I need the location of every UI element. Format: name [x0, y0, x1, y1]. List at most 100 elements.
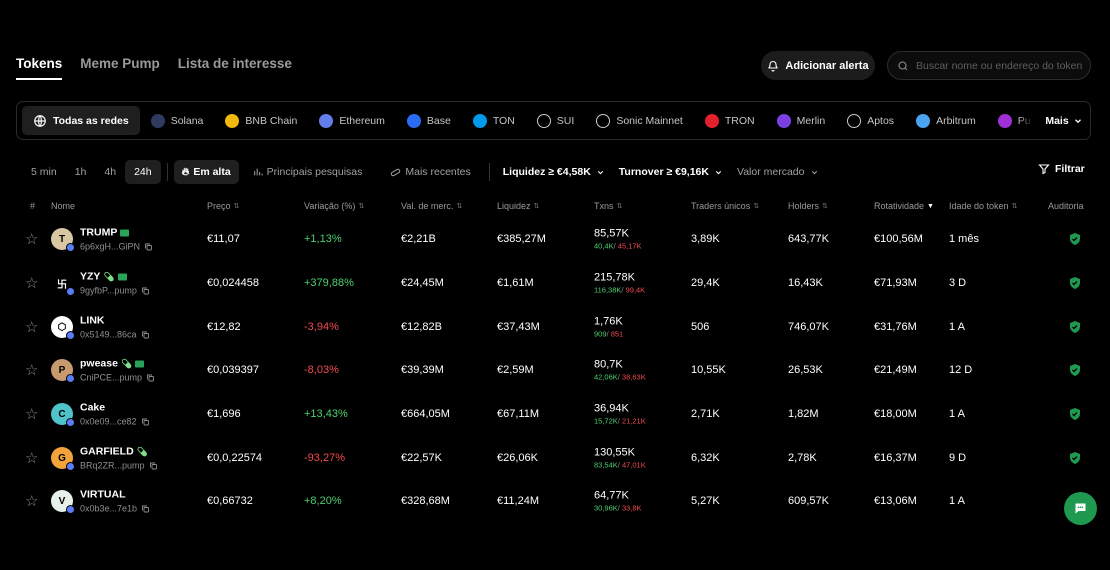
avatar-glyph: ⬡: [57, 321, 67, 333]
liquidity-cell: €11,24M: [497, 495, 539, 507]
token-name-cell: GARFIELD 💊︎ BRq2ZR...pump: [80, 446, 158, 471]
col-header-audit-label: Auditoria: [1048, 201, 1084, 211]
timeframe-5min[interactable]: 5 min: [31, 166, 57, 178]
copy-icon[interactable]: [141, 504, 150, 513]
col-header-liquidity[interactable]: Liquidez ⇅: [497, 201, 539, 211]
divider: [488, 163, 490, 181]
chain-badge-icon: [66, 505, 75, 514]
chat-button[interactable]: [1064, 492, 1097, 525]
col-header-txns[interactable]: Txns ⇅: [594, 201, 622, 211]
col-header-name: Nome: [51, 201, 75, 211]
price-cell: €0,039397: [207, 364, 259, 376]
network-pu[interactable]: Pu: [987, 106, 1042, 135]
copy-icon[interactable]: [149, 461, 158, 470]
network-base[interactable]: Base: [396, 106, 462, 135]
network-filter-bar: Todas as redes Solana BNB Chain Ethereum Bas…: [16, 101, 1091, 140]
add-alert-button[interactable]: Adicionar alerta: [761, 51, 875, 80]
col-header-mcap[interactable]: Val. de merc. ⇅: [401, 201, 462, 211]
col-header-holders[interactable]: Holders ⇅: [788, 201, 828, 211]
col-header-change[interactable]: Variação (%) ⇅: [304, 201, 364, 211]
network-merlin[interactable]: Merlin: [766, 106, 837, 135]
timeframe-1h[interactable]: 1h: [74, 166, 87, 178]
col-header-turnover[interactable]: Rotatividade ▼: [874, 201, 934, 211]
favorite-star-icon[interactable]: ☆: [25, 275, 39, 292]
network-sui[interactable]: SUI: [526, 106, 586, 135]
favorite-star-icon[interactable]: ☆: [25, 231, 39, 248]
verified-badge-icon: [135, 360, 145, 367]
network-label: Ethereum: [339, 114, 385, 127]
liquidity-filter-label: Liquidez ≥ €4,58K: [502, 166, 591, 178]
col-header-holders-label: Holders: [788, 201, 820, 211]
favorite-star-icon[interactable]: ☆: [25, 362, 39, 379]
network-ton[interactable]: TON: [462, 106, 526, 135]
col-header-price[interactable]: Preço ⇅: [207, 201, 239, 211]
feed-recent[interactable]: Mais recentes: [382, 160, 478, 184]
network-sonic-mainnet[interactable]: Sonic Mainnet: [585, 106, 694, 135]
bnb-icon: [225, 113, 240, 128]
timeframe-4h[interactable]: 4h: [104, 166, 117, 178]
col-header-traders[interactable]: Traders únicos ⇅: [691, 201, 759, 211]
filter-button[interactable]: Filtrar: [1038, 163, 1085, 175]
avatar-glyph: 卐: [57, 279, 67, 291]
turnover-filter-dropdown[interactable]: Turnover ≥ €9,16K: [612, 160, 730, 184]
favorite-star-icon[interactable]: ☆: [25, 450, 39, 467]
price-cell: €12,82: [207, 321, 241, 333]
table-row[interactable]: ☆ G GARFIELD 💊︎ BRq2ZR...pump €0,0,22574 -93,2…: [0, 436, 1110, 480]
tab-tokens[interactable]: Tokens: [16, 56, 63, 80]
token-avatar: ⬡: [51, 316, 75, 340]
tab-watchlist[interactable]: Lista de interesse: [177, 56, 292, 71]
network-solana[interactable]: Solana: [140, 106, 215, 135]
market-cap-cell: €2,21B: [401, 233, 436, 245]
timeframe-24h[interactable]: 24h: [125, 160, 161, 184]
table-row[interactable]: ☆ 卐 YZY 💊︎ 9gyfbP...pump €0,024458 +379,88% €24…: [0, 261, 1110, 305]
table-row[interactable]: ☆ T TRUMP 6p6xgH...GiPN €11,07 +1,13% €2,21B €3…: [0, 217, 1110, 261]
avatar-glyph: V: [58, 495, 66, 507]
favorite-star-icon[interactable]: ☆: [25, 406, 39, 423]
favorite-star-icon[interactable]: ☆: [25, 493, 39, 510]
copy-icon[interactable]: [144, 242, 153, 251]
age-cell: 1 A: [949, 408, 965, 420]
table-row[interactable]: ☆ C Cake 0x0e09...ce82 €1,696 +13,43% €664,05M…: [0, 392, 1110, 436]
token-name: GARFIELD: [80, 445, 134, 458]
network-aptos[interactable]: Aptos: [836, 106, 905, 135]
txns-sells: 99,4K: [625, 285, 646, 295]
table-row[interactable]: ☆ ⬡ LINK 0x5149...86ca €12,82 -3,94% €12,82B €3…: [0, 305, 1110, 349]
txns-total: 130,55K: [594, 446, 635, 459]
col-header-name-label: Nome: [51, 201, 76, 211]
market-cap-filter-dropdown[interactable]: Valor mercado: [730, 160, 826, 184]
favorite-star-icon[interactable]: ☆: [25, 319, 39, 336]
token-address: 6p6xgH...GiPN: [80, 241, 141, 252]
network-arbitrum[interactable]: Arbitrum: [905, 106, 987, 135]
copy-icon[interactable]: [141, 286, 150, 295]
chain-badge-icon: [66, 418, 75, 427]
network-tron[interactable]: TRON: [694, 106, 766, 135]
feed-trending[interactable]: 🔥︎ Em alta: [173, 160, 239, 184]
network-todas-as-redes[interactable]: Todas as redes: [22, 106, 140, 135]
ton-icon: [472, 113, 487, 128]
funnel-icon: [1038, 164, 1050, 175]
turnover-cell: €18,00M: [874, 408, 917, 420]
tab-meme-pump[interactable]: Meme Pump: [80, 56, 160, 71]
network-bnb-chain[interactable]: BNB Chain: [214, 106, 308, 135]
col-header-liquidity-label: Liquidez: [497, 201, 531, 211]
token-avatar: G: [51, 447, 75, 471]
change-cell: -93,27%: [304, 452, 345, 464]
feed-top-searches[interactable]: Principais pesquisas: [245, 160, 371, 184]
copy-icon[interactable]: [141, 330, 150, 339]
table-row[interactable]: ☆ V VIRTUAL 0x0b3e...7e1b €0,66732 +8,20% €328…: [0, 479, 1110, 523]
solana-icon: [150, 113, 165, 128]
search-input[interactable]: [916, 59, 1086, 72]
col-header-change-label: Variação (%): [304, 201, 356, 211]
sort-icon: ⇅: [753, 203, 760, 210]
network-ethereum[interactable]: Ethereum: [308, 106, 396, 135]
copy-icon[interactable]: [141, 417, 150, 426]
more-networks-button[interactable]: Mais: [1038, 102, 1090, 139]
liquidity-filter-dropdown[interactable]: Liquidez ≥ €4,58K: [496, 160, 612, 184]
market-cap-cell: €12,82B: [401, 321, 442, 333]
copy-icon[interactable]: [146, 373, 155, 382]
sui-icon: [536, 113, 551, 128]
network-label: Merlin: [796, 114, 826, 127]
col-header-age[interactable]: Idade do token ⇅: [949, 201, 1017, 211]
chain-badge-icon: [66, 462, 75, 471]
